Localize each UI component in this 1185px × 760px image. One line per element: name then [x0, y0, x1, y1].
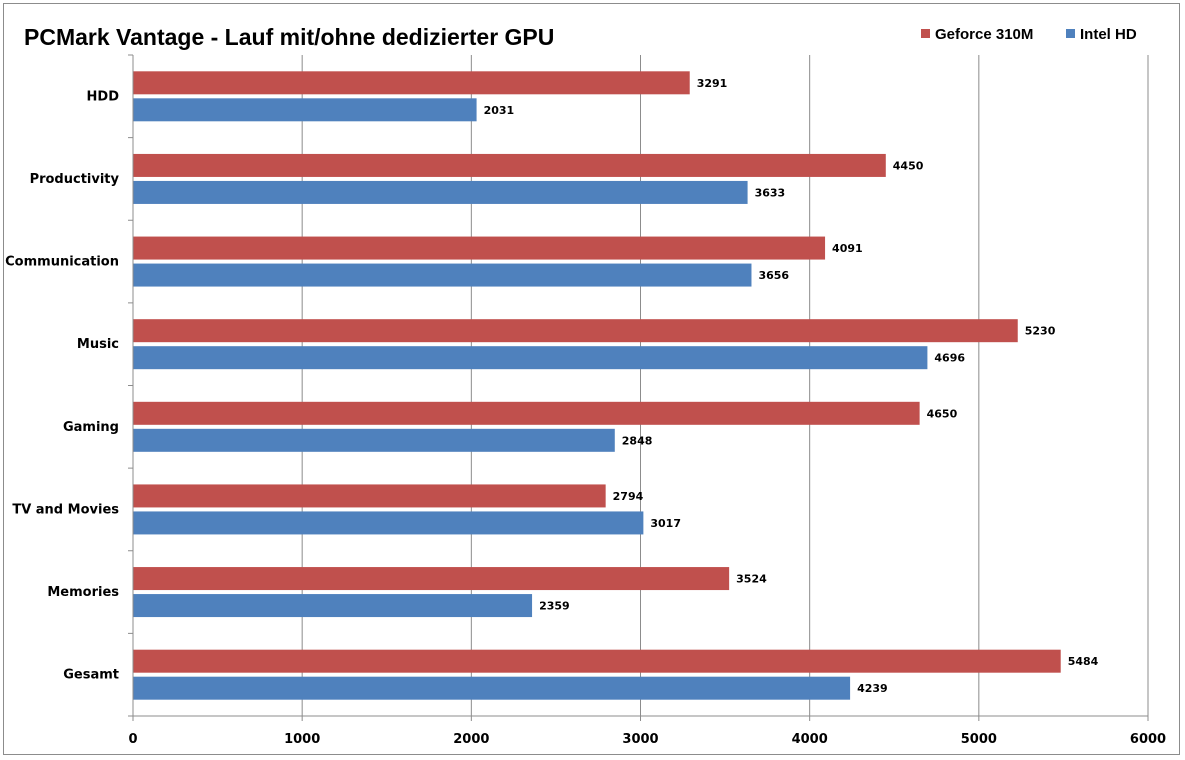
bar-intel-hd-tv-and-movies	[133, 511, 644, 535]
x-tick-label-6000: 6000	[1130, 732, 1166, 747]
bar-intel-hd-gesamt	[133, 676, 851, 700]
bar-intel-hd-communication	[133, 263, 752, 287]
data-label-geforce-310m-communication: 4091	[832, 242, 863, 255]
data-label-geforce-310m-music: 5230	[1025, 325, 1056, 338]
data-label-geforce-310m-gesamt: 5484	[1068, 655, 1099, 668]
legend-label-intel-hd: Intel HD	[1080, 26, 1137, 43]
data-label-geforce-310m-tv-and-movies: 2794	[613, 490, 644, 503]
bar-geforce-310m-memories	[133, 567, 730, 591]
category-label-productivity: Productivity	[30, 172, 120, 187]
data-label-intel-hd-productivity: 3633	[755, 186, 786, 199]
bar-geforce-310m-gesamt	[133, 649, 1061, 673]
x-tick-label-3000: 3000	[622, 732, 658, 747]
labels: 0 1000 2000 3000 4000 5000 6000 3291 2031 HDD 4450…	[5, 77, 1166, 747]
category-label-memories: Memories	[47, 585, 119, 600]
legend-label-geforce-310m: Geforce 310M	[935, 26, 1033, 43]
x-tick-label-5000: 5000	[961, 732, 997, 747]
category-label-hdd: HDD	[87, 89, 120, 104]
data-label-intel-hd-hdd: 2031	[484, 104, 515, 117]
data-label-intel-hd-gaming: 2848	[622, 434, 653, 447]
data-label-geforce-310m-productivity: 4450	[893, 159, 924, 172]
x-tick-label-0: 0	[128, 732, 137, 747]
category-label-music: Music	[77, 337, 119, 352]
data-label-intel-hd-tv-and-movies: 3017	[650, 517, 681, 530]
data-label-geforce-310m-memories: 3524	[736, 573, 767, 586]
legend: Geforce 310M Intel HD	[921, 26, 1137, 43]
data-label-intel-hd-communication: 3656	[758, 269, 789, 282]
data-label-geforce-310m-hdd: 3291	[697, 77, 728, 90]
bar-geforce-310m-hdd	[133, 71, 690, 95]
bar-intel-hd-gaming	[133, 428, 615, 452]
x-tick-label-2000: 2000	[453, 732, 489, 747]
category-label-communication: Communication	[5, 255, 119, 270]
category-label-gesamt: Gesamt	[63, 668, 119, 683]
bar-intel-hd-hdd	[133, 98, 477, 122]
bar-geforce-310m-productivity	[133, 153, 886, 177]
category-label-tv-and-movies: TV and Movies	[12, 502, 119, 517]
bar-geforce-310m-music	[133, 319, 1018, 343]
data-label-geforce-310m-gaming: 4650	[927, 407, 958, 420]
bar-geforce-310m-communication	[133, 236, 826, 260]
x-tick-label-1000: 1000	[284, 732, 320, 747]
bar-intel-hd-music	[133, 346, 928, 370]
x-tick-label-4000: 4000	[792, 732, 828, 747]
bars	[133, 71, 1061, 700]
data-label-intel-hd-gesamt: 4239	[857, 682, 888, 695]
bar-intel-hd-memories	[133, 594, 533, 618]
bar-geforce-310m-tv-and-movies	[133, 484, 606, 508]
category-label-gaming: Gaming	[63, 420, 119, 435]
data-label-intel-hd-music: 4696	[934, 352, 965, 365]
legend-swatch-intel-hd	[1066, 29, 1075, 38]
axes	[128, 54, 1149, 721]
bar-intel-hd-productivity	[133, 180, 748, 204]
chart-frame	[3, 3, 1180, 755]
data-label-intel-hd-memories: 2359	[539, 600, 570, 613]
bar-geforce-310m-gaming	[133, 401, 920, 425]
chart-title: PCMark Vantage - Lauf mit/ohne dediziert…	[24, 24, 554, 50]
legend-swatch-geforce-310m	[921, 29, 930, 38]
